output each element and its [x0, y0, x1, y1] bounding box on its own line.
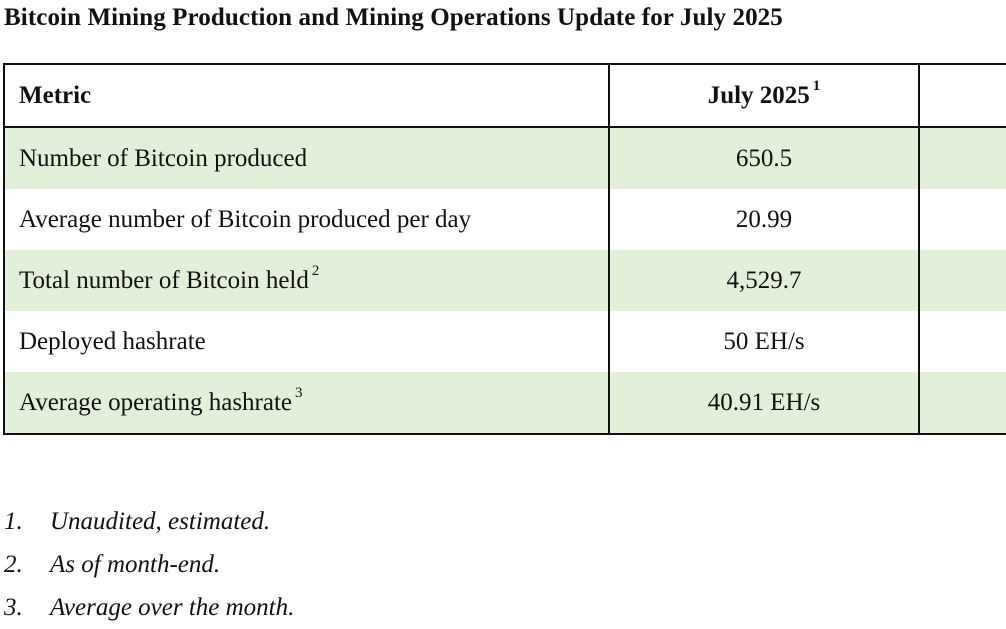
footnote-number: 3.	[4, 594, 23, 621]
footnote-number: 2.	[4, 551, 23, 578]
footnotes: 1. Unaudited, estimated. 2. As of month-en…	[4, 500, 294, 629]
row-next-value	[918, 189, 1006, 250]
footnote-ref: 2	[311, 262, 320, 279]
footnote-ref: 1	[812, 77, 821, 94]
footnote-text: Average over the month.	[50, 594, 295, 621]
table-row: Total number of Bitcoin held 2 4,529.7	[3, 250, 1006, 311]
row-value: 4,529.7	[608, 250, 920, 311]
row-label: Deployed hashrate	[3, 311, 610, 372]
row-next-value	[918, 311, 1006, 372]
footnote-ref: 3	[295, 384, 303, 401]
row-value: 20.99	[608, 189, 920, 250]
row-next-value	[918, 372, 1006, 435]
header-metric: Metric	[3, 63, 610, 128]
footnote-text: As of month-end.	[50, 551, 221, 578]
row-label: Average operating hashrate 3	[3, 372, 610, 435]
row-label: Total number of Bitcoin held 2	[3, 250, 610, 311]
footnote-item: 3. Average over the month.	[4, 586, 294, 629]
table-row: Average number of Bitcoin produced per d…	[3, 189, 1006, 250]
row-label: Average number of Bitcoin produced per d…	[3, 189, 610, 250]
footnote-item: 2. As of month-end.	[4, 543, 294, 586]
table-row: Average operating hashrate 3 40.91 EH/s	[3, 372, 1006, 435]
row-value: 40.91 EH/s	[608, 372, 920, 435]
header-july-2025: July 2025 1	[608, 63, 920, 128]
document-title: Bitcoin Mining Production and Mining Ope…	[4, 4, 783, 31]
row-value: 650.5	[608, 127, 920, 189]
row-next-value	[918, 127, 1006, 189]
row-value: 50 EH/s	[608, 311, 920, 372]
footnote-item: 1. Unaudited, estimated.	[4, 500, 294, 543]
footnote-text: Unaudited, estimated.	[50, 508, 271, 535]
row-next-value	[918, 250, 1006, 311]
table-row: Deployed hashrate 50 EH/s	[3, 311, 1006, 372]
footnote-number: 1.	[4, 508, 23, 535]
row-label: Number of Bitcoin produced	[3, 127, 610, 189]
table-row: Number of Bitcoin produced 650.5	[3, 127, 1006, 189]
header-next-column: J	[918, 63, 1006, 128]
